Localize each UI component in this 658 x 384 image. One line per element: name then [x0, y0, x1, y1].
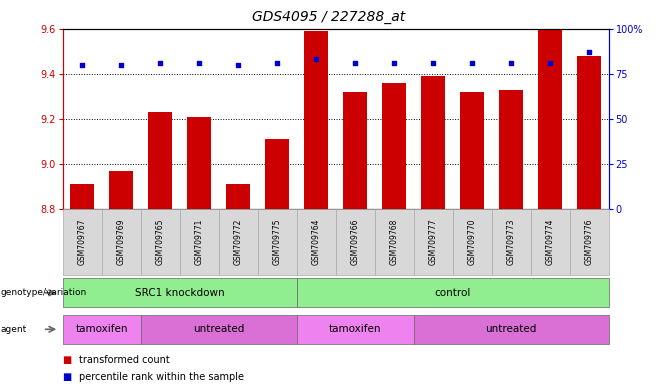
Text: genotype/variation: genotype/variation [1, 288, 87, 297]
Point [194, 60, 205, 66]
Bar [421, 76, 445, 209]
Text: GSM709767: GSM709767 [78, 218, 86, 265]
Text: transformed count: transformed count [79, 355, 170, 365]
Bar [461, 92, 484, 209]
Point [428, 60, 438, 66]
Bar [148, 112, 172, 209]
Text: GSM709770: GSM709770 [468, 218, 476, 265]
Bar [63, 278, 297, 308]
Bar [188, 117, 211, 209]
Bar [101, 209, 141, 275]
Text: GSM709771: GSM709771 [195, 219, 203, 265]
Point [506, 60, 517, 66]
Bar [265, 139, 289, 209]
Point [350, 60, 361, 66]
Text: GSM709769: GSM709769 [116, 218, 126, 265]
Text: GDS4095 / 227288_at: GDS4095 / 227288_at [253, 10, 405, 23]
Text: GSM709775: GSM709775 [272, 218, 282, 265]
Bar [141, 314, 297, 344]
Bar [570, 209, 609, 275]
Text: tamoxifen: tamoxifen [329, 324, 382, 334]
Text: ■: ■ [63, 372, 72, 382]
Point [155, 60, 165, 66]
Point [389, 60, 399, 66]
Text: GSM709765: GSM709765 [155, 218, 164, 265]
Bar [180, 209, 218, 275]
Point [77, 62, 88, 68]
Point [584, 49, 594, 55]
Bar [492, 209, 530, 275]
Text: GSM709776: GSM709776 [585, 218, 594, 265]
Bar [109, 171, 133, 209]
Point [545, 60, 555, 66]
Bar [343, 92, 367, 209]
Bar [499, 90, 523, 209]
Text: GSM709773: GSM709773 [507, 218, 516, 265]
Point [233, 62, 243, 68]
Text: GSM709777: GSM709777 [428, 218, 438, 265]
Bar [63, 314, 141, 344]
Text: untreated: untreated [486, 324, 537, 334]
Bar [530, 209, 570, 275]
Text: GSM709768: GSM709768 [390, 219, 399, 265]
Text: control: control [434, 288, 470, 298]
Text: ■: ■ [63, 355, 72, 365]
Bar [63, 209, 101, 275]
Text: GSM709772: GSM709772 [234, 219, 243, 265]
Bar [336, 209, 374, 275]
Bar [226, 184, 250, 209]
Bar [414, 209, 453, 275]
Bar [297, 278, 609, 308]
Bar [218, 209, 257, 275]
Text: GSM709766: GSM709766 [351, 218, 359, 265]
Text: tamoxifen: tamoxifen [75, 324, 128, 334]
Text: GSM709764: GSM709764 [312, 218, 320, 265]
Bar [70, 184, 93, 209]
Text: agent: agent [1, 325, 27, 334]
Point [467, 60, 477, 66]
Bar [257, 209, 297, 275]
Point [116, 62, 126, 68]
Text: percentile rank within the sample: percentile rank within the sample [79, 372, 244, 382]
Bar [305, 31, 328, 209]
Bar [453, 209, 492, 275]
Text: SRC1 knockdown: SRC1 knockdown [135, 288, 224, 298]
Bar [382, 83, 406, 209]
Bar [578, 56, 601, 209]
Point [311, 56, 321, 63]
Point [272, 60, 282, 66]
Bar [538, 0, 562, 209]
Bar [414, 314, 609, 344]
Bar [141, 209, 180, 275]
Text: GSM709774: GSM709774 [545, 218, 555, 265]
Bar [374, 209, 414, 275]
Bar [297, 314, 414, 344]
Bar [297, 209, 336, 275]
Text: untreated: untreated [193, 324, 244, 334]
